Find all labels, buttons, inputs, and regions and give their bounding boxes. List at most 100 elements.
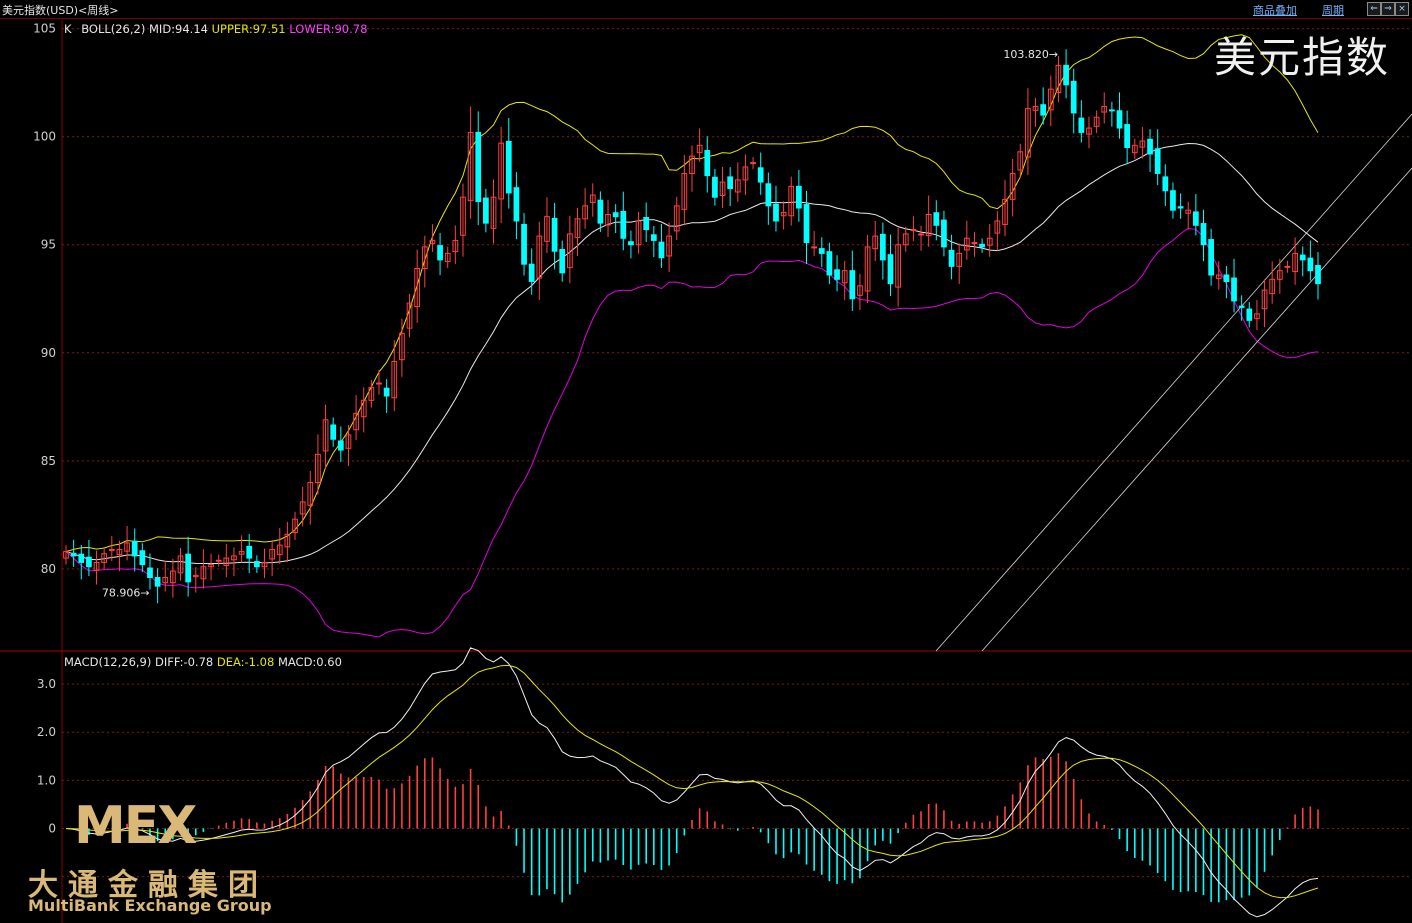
candle-body: [948, 249, 955, 267]
candle-body: [490, 196, 497, 229]
candle-body: [788, 185, 795, 217]
candle-body: [185, 553, 192, 583]
macd-legend: MACD(12,26,9) DIFF:-0.78 DEA:-1.08 MACD:…: [64, 655, 342, 669]
candle-body: [704, 150, 711, 177]
boll-lower-line: [65, 227, 1319, 638]
candle-body: [521, 223, 527, 265]
logo-mark: MEX: [74, 796, 197, 856]
candle-body: [849, 270, 856, 300]
candle-body: [437, 245, 443, 261]
candle-body: [658, 241, 665, 259]
candle-body: [1292, 252, 1298, 273]
diff-value: DIFF:-0.78: [155, 655, 214, 669]
candle-body: [765, 183, 772, 207]
candle-body: [345, 434, 352, 449]
candle-body: [1200, 223, 1207, 246]
candle-body: [376, 382, 382, 385]
candle-body: [666, 235, 672, 257]
overlay-commodity-button[interactable]: 商品叠加: [1253, 4, 1297, 17]
candle-body: [1231, 277, 1237, 302]
candle-body: [1261, 289, 1268, 310]
candle-body: [63, 551, 69, 559]
scroll-left-icon[interactable]: ⇐: [1367, 2, 1381, 16]
candle-body: [513, 187, 520, 222]
candle-body: [1276, 270, 1283, 280]
candle-body: [1238, 305, 1245, 308]
candle-body: [246, 545, 253, 559]
candle-body: [498, 142, 505, 200]
candle-body: [414, 268, 421, 308]
logo-english-name: MultiBank Exchange Group: [28, 896, 272, 915]
candle-body: [368, 386, 375, 401]
candle-body: [1307, 257, 1314, 272]
candle-body: [589, 194, 596, 203]
candle-body: [857, 285, 863, 296]
candle-body: [406, 302, 413, 329]
candle-body: [1032, 105, 1039, 111]
y-tick-label: 85: [41, 454, 56, 468]
candle-body: [200, 566, 207, 580]
candle-body: [864, 246, 871, 292]
candle-body: [292, 518, 298, 534]
candle-body: [154, 577, 161, 587]
candle-body: [208, 564, 214, 568]
candle-body: [650, 234, 657, 241]
candle-body: [399, 332, 405, 361]
candle-body: [1047, 88, 1054, 111]
candle-body: [215, 559, 222, 562]
candle-body: [734, 179, 741, 193]
candle-body: [1109, 109, 1115, 112]
candle-body: [544, 216, 550, 242]
candle-body: [612, 212, 619, 218]
candle-body: [147, 567, 153, 579]
period-button[interactable]: 周期: [1322, 4, 1344, 17]
candle-body: [315, 453, 321, 483]
candle-body: [269, 548, 275, 560]
k-label: K: [64, 22, 72, 36]
scroll-right-icon[interactable]: ⇒: [1381, 2, 1395, 16]
candle-body: [1246, 308, 1253, 321]
candle-body: [101, 553, 108, 563]
candle-body: [1124, 124, 1131, 148]
candle-body: [391, 360, 398, 399]
candle-body: [1154, 148, 1161, 174]
candle-body: [1185, 209, 1192, 214]
candle-body: [1269, 278, 1276, 295]
candle-body: [1093, 116, 1100, 127]
candle-body: [696, 144, 703, 154]
close-icon[interactable]: ×: [1395, 2, 1409, 16]
candle-body: [1254, 313, 1260, 320]
y-tick-label: 105: [33, 22, 56, 36]
candle-body: [1070, 80, 1077, 114]
candle-body: [139, 550, 146, 566]
candle-body: [872, 235, 879, 250]
dea-line: [65, 664, 1319, 899]
candle-body: [551, 217, 558, 252]
candle-body: [536, 235, 543, 279]
candle-body: [1162, 176, 1169, 192]
candle-body: [467, 131, 474, 202]
candle-body: [124, 542, 130, 552]
lower-value: LOWER:90.78: [289, 22, 368, 36]
candle-body: [460, 196, 466, 236]
candle-body: [429, 239, 436, 244]
candle-body: [818, 248, 825, 254]
candle-body: [1315, 264, 1321, 285]
candle-body: [803, 204, 810, 244]
candle-body: [223, 557, 230, 566]
title-bar: 美元指数(USD)<周线> 商品叠加 周期 ⇐ ⇒ ×: [0, 0, 1412, 19]
candle-body: [1139, 140, 1146, 148]
candle-body: [1078, 117, 1085, 133]
candle-body: [933, 212, 940, 226]
candle-body: [925, 213, 932, 237]
candle-body: [108, 548, 115, 551]
candle-body: [834, 269, 840, 280]
candle-body: [1116, 110, 1123, 129]
candle-body: [162, 577, 169, 584]
candle-body: [78, 553, 85, 563]
candle-body: [177, 555, 184, 574]
candle-body: [505, 140, 512, 194]
candle-body: [170, 570, 176, 584]
macd-value: MACD:0.60: [277, 655, 342, 669]
